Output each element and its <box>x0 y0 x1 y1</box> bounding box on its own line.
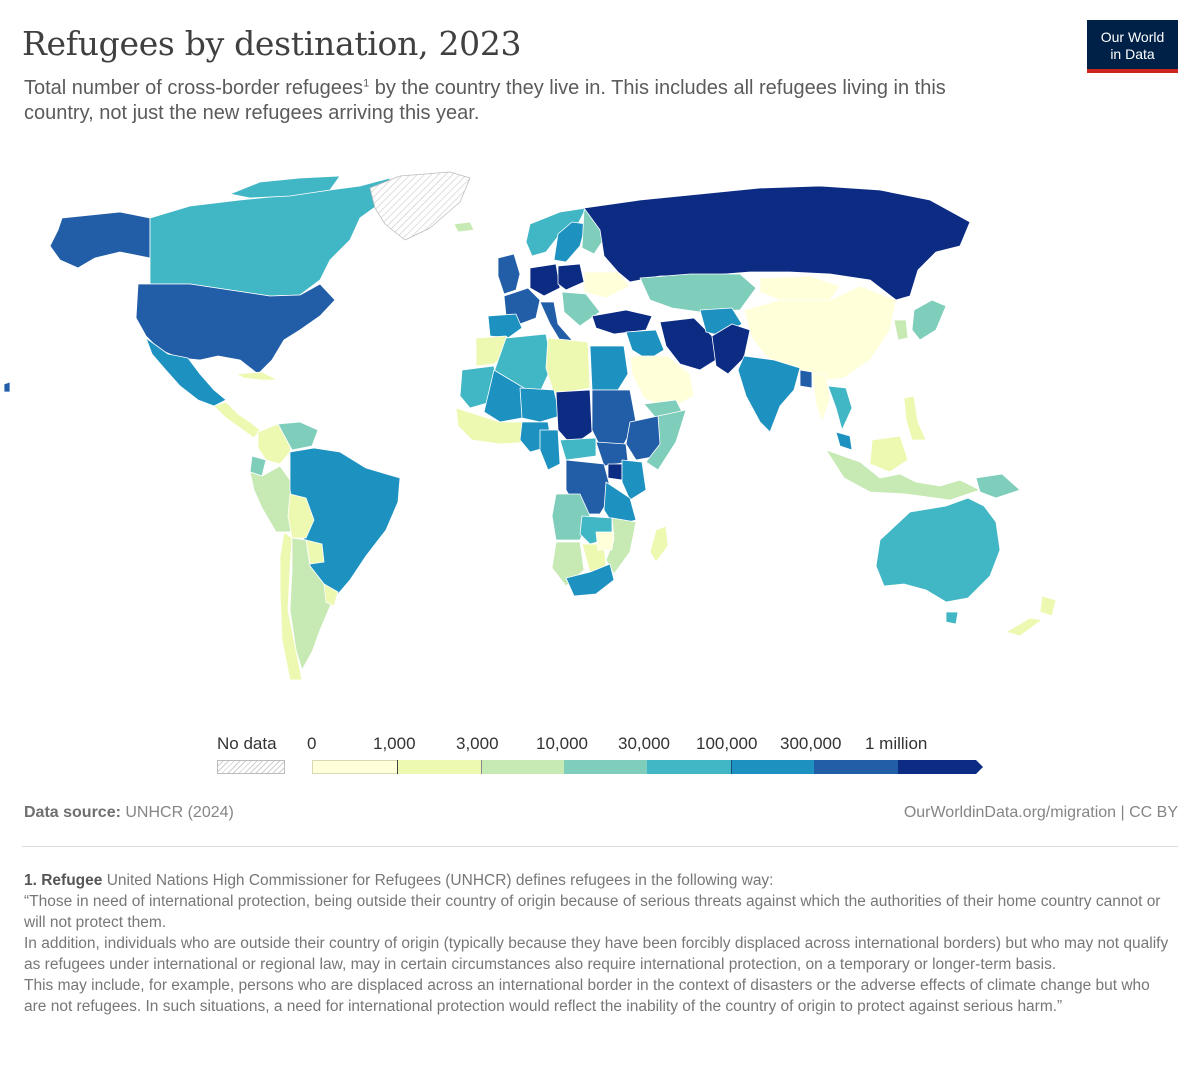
region-tasmania[interactable] <box>945 611 959 625</box>
region-japan[interactable] <box>911 299 947 341</box>
source-value[interactable]: UNHCR (2024) <box>125 804 234 821</box>
region-korea[interactable] <box>893 319 909 341</box>
footnote-marker: 1 <box>363 77 370 90</box>
region-greenland[interactable] <box>369 171 471 241</box>
legend-bin-1 <box>397 760 481 774</box>
region-niger[interactable] <box>519 387 561 423</box>
legend-no-data-swatch <box>217 760 285 774</box>
region-thailand[interactable] <box>827 385 853 431</box>
chart-title: Refugees by destination, 2023 <box>22 24 522 63</box>
footnote-line-2: In addition, individuals who are outside… <box>24 935 1169 973</box>
region-uruguay[interactable] <box>323 583 339 607</box>
region-malaysia[interactable] <box>835 431 853 451</box>
color-legend: No data 0 1,000 3,000 10,000 30,000 100,… <box>0 730 1200 780</box>
chart-subtitle: Total number of cross-border refugees1 b… <box>24 76 1014 126</box>
subtitle-text-continued: by the country they live in. This includ… <box>24 77 946 124</box>
region-chad[interactable] <box>555 389 593 447</box>
region-canada-arctic[interactable] <box>229 175 341 199</box>
region-sweden[interactable] <box>553 221 587 263</box>
owid-logo[interactable]: Our World in Data <box>1087 20 1178 73</box>
legend-tick-4: 30,000 <box>618 734 670 753</box>
region-uganda[interactable] <box>607 463 623 481</box>
world-map[interactable] <box>0 160 1200 680</box>
region-ukraine[interactable] <box>583 271 631 299</box>
region-madagascar[interactable] <box>649 525 669 563</box>
legend-bin-0 <box>312 760 397 774</box>
region-libya[interactable] <box>545 337 591 395</box>
region-new-zealand[interactable] <box>1005 595 1057 637</box>
legend-bin-4 <box>647 760 731 774</box>
legend-bin-2 <box>481 760 564 774</box>
region-mali[interactable] <box>483 369 525 423</box>
logo-line-1: Our World <box>1100 29 1165 45</box>
region-kenya[interactable] <box>621 459 647 501</box>
footer-divider <box>22 846 1178 847</box>
region-cameroon[interactable] <box>539 429 561 471</box>
legend-bin-5 <box>731 760 814 774</box>
legend-tick-7: 1 million <box>865 734 928 753</box>
region-south-africa[interactable] <box>565 563 615 597</box>
logo-line-2: in Data <box>1110 46 1155 62</box>
region-germany[interactable] <box>529 263 561 297</box>
region-mongolia[interactable] <box>759 275 841 303</box>
region-russia[interactable] <box>583 185 971 301</box>
region-china[interactable] <box>743 285 897 383</box>
legend-tick-6: 300,000 <box>780 734 842 753</box>
region-kazakhstan[interactable] <box>639 273 757 313</box>
region-zimbabwe[interactable] <box>595 531 615 551</box>
region-turkey[interactable] <box>591 309 653 335</box>
region-uk[interactable] <box>497 253 521 295</box>
region-bolivia[interactable] <box>287 493 315 539</box>
region-chile[interactable] <box>279 531 303 680</box>
footnote: 1. Refugee United Nations High Commissio… <box>24 870 1174 1017</box>
footnote-line-1: “Those in need of international protecti… <box>24 893 1161 931</box>
region-mexico[interactable] <box>145 337 227 407</box>
footnote-text-0: United Nations High Commissioner for Ref… <box>106 872 774 889</box>
footnote-marker-label: 1. Refugee <box>24 872 103 889</box>
legend-tick-2: 3,000 <box>456 734 499 753</box>
region-australia[interactable] <box>875 497 1001 603</box>
footnote-line-3: This may include, for example, persons w… <box>24 977 1150 1015</box>
region-venezuela[interactable] <box>277 421 319 451</box>
region-iran[interactable] <box>659 317 717 371</box>
region-poland[interactable] <box>557 263 585 291</box>
legend-bin-7-shape <box>898 760 983 774</box>
data-source: Data source: UNHCR (2024) <box>24 804 234 822</box>
region-bangladesh[interactable] <box>799 369 813 389</box>
legend-tick-3: 10,000 <box>536 734 588 753</box>
source-url[interactable]: OurWorldinData.org/migration | CC BY <box>903 804 1178 821</box>
region-car[interactable] <box>559 437 597 461</box>
legend-tick-0: 0 <box>307 734 317 753</box>
legend-bin-3 <box>564 760 647 774</box>
region-iceland[interactable] <box>453 221 475 233</box>
region-saudi-arabia[interactable] <box>629 355 695 411</box>
legend-tick-5: 100,000 <box>696 734 758 753</box>
region-alaska[interactable] <box>49 211 151 269</box>
subtitle-text: Total number of cross-border refugees <box>24 77 364 99</box>
region-balkans[interactable] <box>561 291 601 327</box>
region-egypt[interactable] <box>589 345 629 391</box>
region-guatemala[interactable] <box>213 401 261 439</box>
legend-tick-1: 1,000 <box>373 734 416 753</box>
region-iraq-syria[interactable] <box>625 329 665 361</box>
logo-red-bar <box>1087 69 1178 73</box>
region-somalia[interactable] <box>645 409 687 471</box>
region-cuba[interactable] <box>235 371 279 381</box>
legend-bin-7 <box>898 760 983 774</box>
region-india[interactable] <box>737 355 801 433</box>
region-argentina[interactable] <box>289 537 333 671</box>
region-papua-new-guinea[interactable] <box>975 473 1021 499</box>
region-hawaii[interactable] <box>3 381 11 393</box>
region-philippines[interactable] <box>903 395 927 441</box>
legend-bin-6 <box>814 760 898 774</box>
footnote-line-0: 1. Refugee United Nations High Commissio… <box>24 870 1174 891</box>
source-label: Data source: <box>24 804 121 821</box>
region-spain[interactable] <box>487 313 523 339</box>
region-myanmar[interactable] <box>811 373 831 423</box>
region-borneo[interactable] <box>869 435 909 473</box>
legend-no-data-label: No data <box>217 734 277 753</box>
region-indonesia[interactable] <box>825 449 981 501</box>
